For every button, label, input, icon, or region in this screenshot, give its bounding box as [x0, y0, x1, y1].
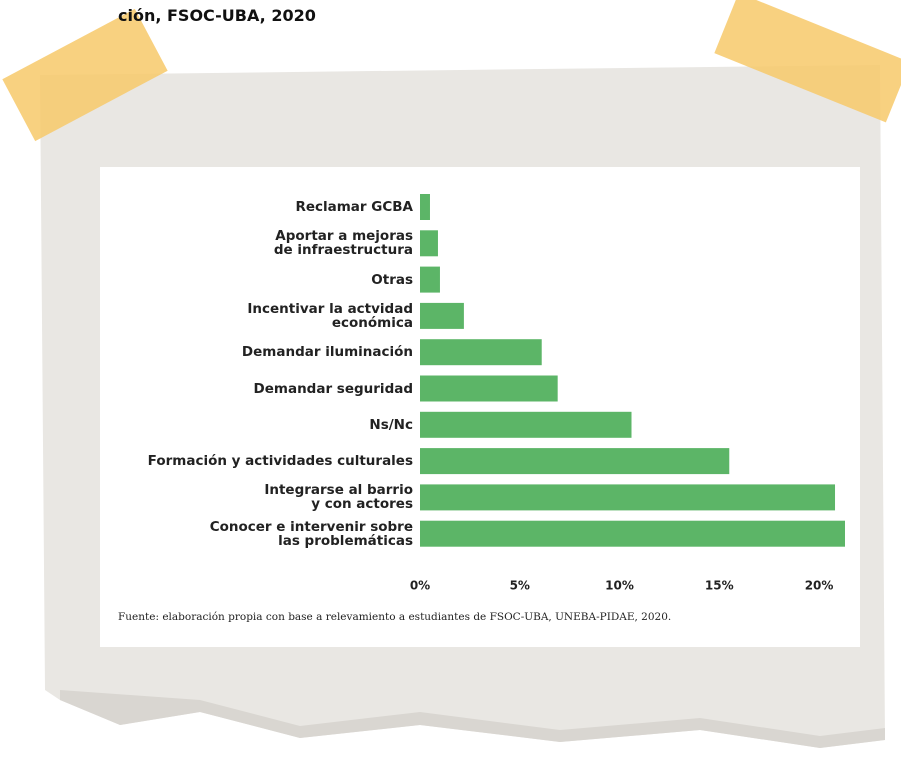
x-tick-label: 5% [510, 579, 530, 593]
title: ción, FSOC-UBA, 2020 [118, 6, 316, 25]
bar [420, 448, 730, 475]
bar [420, 484, 836, 511]
bar [420, 411, 632, 438]
category-label: Reclamar GCBA [295, 199, 413, 215]
bar [420, 230, 438, 257]
category-label: Demandar seguridad [253, 380, 413, 397]
category-label: Conocer e intervenir sobre las problemát… [209, 518, 413, 549]
bar [420, 266, 440, 293]
x-tick-label: 10% [605, 579, 634, 593]
category-label: Incentivar la actvidad económica [247, 300, 413, 331]
x-tick-label: 20% [805, 579, 834, 593]
x-tick-label: 0% [410, 579, 430, 593]
tape [2, 8, 168, 142]
x-tick-label: 15% [705, 579, 734, 593]
bar [420, 375, 558, 402]
bar [420, 194, 430, 220]
bar [420, 520, 845, 547]
category-label: Demandar iluminación [241, 344, 413, 361]
chart-card [100, 167, 860, 647]
category-label: Otras [371, 271, 413, 288]
category-label: Formación y actividades culturales [147, 453, 413, 470]
category-label: Integrarse al barrio y con actores [264, 482, 413, 513]
category-label: Aportar a mejoras de infraestructura [273, 228, 413, 259]
paper-shade [60, 690, 885, 748]
tape [714, 0, 901, 123]
source: Fuente: elaboración propia con base a re… [118, 611, 672, 623]
bar [420, 302, 464, 329]
category-label: Ns/Nc [369, 416, 413, 433]
bar [420, 339, 542, 366]
